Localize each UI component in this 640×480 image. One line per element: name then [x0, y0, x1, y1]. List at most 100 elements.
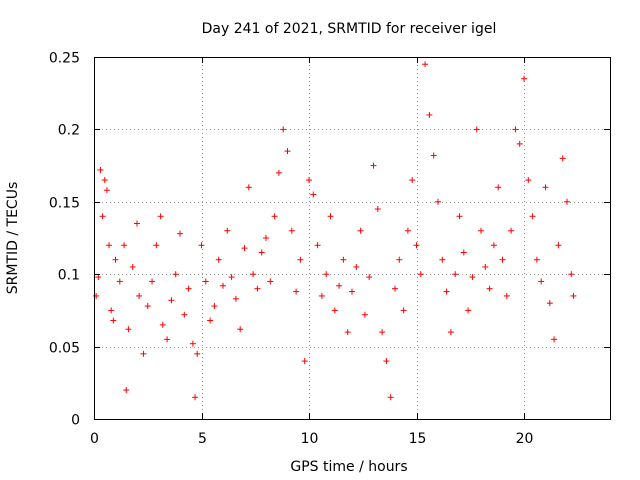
data-point	[490, 242, 497, 249]
data-point	[396, 256, 403, 263]
data-point	[172, 271, 179, 278]
data-point	[426, 111, 433, 118]
data-point	[499, 256, 506, 263]
data-point	[486, 285, 493, 292]
data-point	[456, 213, 463, 220]
data-point	[110, 317, 117, 324]
data-point	[140, 350, 147, 357]
data-point	[106, 242, 113, 249]
data-point	[164, 336, 171, 343]
y-tick-labels: 0 0.05 0.1 0.15 0.2 0.25	[49, 51, 80, 429]
data-point	[387, 394, 394, 401]
data-point	[125, 326, 132, 333]
x-tick-label: 10	[301, 431, 319, 447]
data-point	[134, 220, 140, 227]
data-point	[327, 213, 334, 220]
data-point	[503, 292, 510, 299]
x-tick-label: 0	[90, 431, 99, 447]
data-point	[263, 235, 269, 241]
y-tick-label: 0.15	[49, 196, 80, 212]
data-point	[469, 274, 476, 281]
data-point	[194, 350, 201, 357]
data-point	[392, 285, 398, 292]
data-point	[400, 307, 407, 314]
data-point	[153, 242, 160, 249]
data-point	[366, 274, 373, 281]
data-point	[533, 256, 540, 263]
data-point	[211, 303, 218, 310]
data-point	[323, 271, 330, 278]
y-tick-label: 0.05	[49, 341, 80, 357]
data-point	[512, 126, 519, 133]
data-point	[101, 177, 108, 184]
data-point	[207, 317, 214, 324]
data-point	[413, 242, 420, 249]
data-point	[521, 75, 527, 82]
data-point	[254, 285, 261, 292]
data-point	[495, 184, 502, 191]
data-point	[529, 213, 536, 220]
data-point	[159, 321, 166, 328]
data-point	[99, 213, 106, 220]
data-point	[473, 126, 480, 133]
data-point	[542, 184, 549, 191]
data-point	[443, 288, 450, 295]
data-point	[404, 227, 411, 234]
x-tick-label: 5	[198, 431, 207, 447]
data-point	[108, 307, 115, 314]
data-point	[112, 256, 119, 263]
data-point	[97, 166, 104, 173]
plot-frame	[94, 57, 611, 420]
data-point	[452, 271, 459, 278]
data-point	[202, 278, 209, 285]
data-point	[297, 256, 304, 263]
data-point	[564, 198, 570, 205]
data-point	[293, 288, 300, 295]
data-point	[301, 358, 308, 365]
data-point	[168, 297, 175, 304]
data-point	[349, 288, 355, 295]
data-point	[198, 242, 205, 249]
data-point	[177, 230, 183, 237]
y-tick-label: 0.1	[58, 268, 80, 284]
data-point	[116, 278, 123, 285]
data-point	[189, 340, 196, 347]
data-point	[546, 300, 553, 307]
data-point	[357, 227, 364, 234]
data-point	[447, 329, 454, 336]
data-point	[370, 162, 377, 169]
data-point	[383, 358, 390, 365]
data-point	[508, 227, 515, 234]
data-point	[430, 152, 437, 159]
data-point	[136, 292, 143, 299]
tick-marks	[94, 57, 610, 420]
data-point	[250, 271, 257, 278]
data-point	[353, 263, 360, 270]
data-point	[103, 187, 110, 194]
data-point	[288, 227, 295, 234]
data-point	[215, 256, 222, 263]
data-point	[559, 155, 566, 162]
data-point	[129, 263, 136, 270]
data-point	[95, 274, 102, 281]
data-point	[228, 274, 235, 281]
data-point	[181, 311, 188, 318]
data-point	[121, 242, 128, 249]
data-point	[525, 177, 532, 184]
data-point	[284, 148, 291, 155]
data-point	[465, 307, 472, 314]
data-point	[379, 329, 386, 336]
data-point	[157, 213, 164, 220]
data-point	[417, 271, 424, 278]
data-point	[271, 213, 278, 220]
data-point	[245, 184, 252, 191]
data-point	[192, 394, 199, 401]
data-point	[310, 191, 317, 198]
data-point	[570, 292, 577, 299]
data-point	[551, 336, 558, 343]
data-point	[568, 271, 575, 278]
data-point	[185, 285, 192, 292]
data-points	[93, 61, 577, 401]
data-point	[340, 256, 347, 263]
